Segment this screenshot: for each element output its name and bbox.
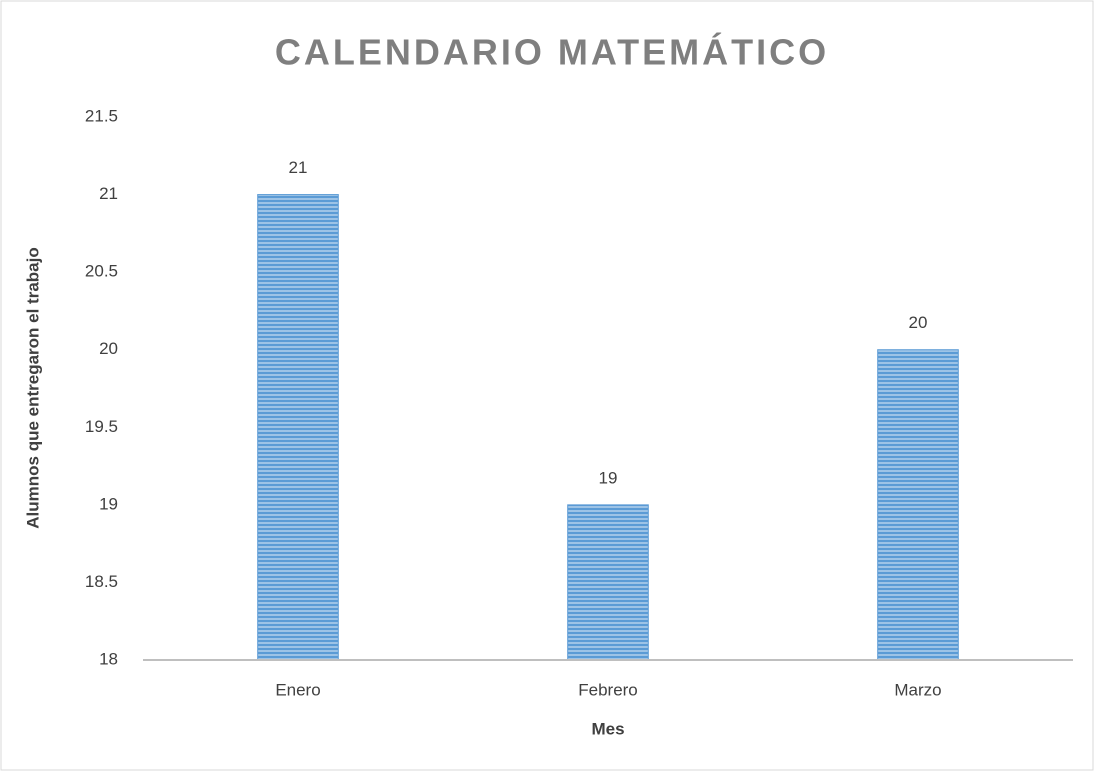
bar <box>567 504 649 661</box>
data-label: 21 <box>289 158 308 177</box>
x-tick-label: Enero <box>275 680 320 699</box>
x-axis-title: Mes <box>591 719 624 738</box>
x-tick-label: Febrero <box>578 680 638 699</box>
y-tick-label: 20 <box>99 339 118 358</box>
y-tick-label: 19.5 <box>85 417 118 436</box>
y-tick-label: 19 <box>99 494 118 513</box>
x-tick-label: Marzo <box>894 680 941 699</box>
chart-title: CALENDARIO MATEMÁTICO <box>275 32 829 73</box>
y-tick-label: 21.5 <box>85 106 118 125</box>
y-axis-title: Alumnos que entregaron el trabajo <box>23 247 42 529</box>
data-label: 19 <box>599 468 618 487</box>
y-tick-label: 21 <box>99 184 118 203</box>
y-tick-label: 20.5 <box>85 262 118 281</box>
data-label: 20 <box>909 313 928 332</box>
bar <box>877 349 959 661</box>
y-tick-label: 18 <box>99 649 118 668</box>
y-tick-label: 18.5 <box>85 572 118 591</box>
bar <box>257 194 339 661</box>
